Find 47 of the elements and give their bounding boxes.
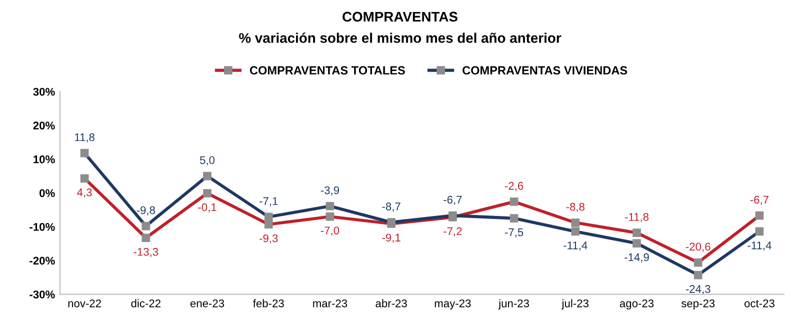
data-label: 5,0 [200,156,215,166]
data-label: -7,0 [320,226,340,236]
y-tick-label: -30% [30,290,55,298]
data-label: -20,6 [686,242,710,252]
data-label: -6,7 [750,196,768,205]
y-tick-label: 20% [33,122,55,130]
x-tick-label: oct-23 [744,299,774,308]
data-label: -24,3 [686,285,710,294]
data-label: -9,8 [136,206,155,216]
x-tick-label: jun-23 [498,299,529,310]
data-label: 11,8 [74,133,94,142]
data-label: -7,1 [260,197,278,206]
data-label: -13,3 [134,248,158,258]
x-tick-label: dic-22 [131,299,160,308]
data-label: -11,8 [624,213,649,222]
data-label: -6,7 [444,196,462,205]
data-label: -3,9 [320,186,340,196]
data-label: -2,6 [504,182,524,192]
x-tick-label: abr-23 [376,299,407,308]
x-tick-label: may-23 [434,299,471,310]
data-label: -8,7 [382,202,400,212]
data-label: -11,4 [748,242,772,251]
x-tick-label: nov-22 [68,299,101,308]
y-tick-label: 10% [34,155,55,164]
data-label: -11,4 [564,242,588,251]
data-label: -14,9 [624,253,649,262]
data-label: -0,1 [198,203,216,212]
y-tick-label: -10% [30,222,55,231]
chart-subtitle: % variación sobre el mismo mes del año anterior [239,32,562,43]
legend-label: COMPRAVENTAS VIVIENDAS [462,66,628,75]
x-tick-label: feb-23 [253,299,284,308]
x-tick-label: mar-23 [313,299,348,308]
y-tick-label: -20% [30,256,55,265]
data-label: -9,3 [260,234,278,244]
chart-title: COMPRAVENTAS [342,12,458,22]
x-tick-label: jul-23 [562,299,588,310]
x-tick-label: ene-23 [190,299,224,308]
x-tick-label: ago-23 [620,299,654,310]
data-label: -9,1 [382,234,400,243]
data-label: -8,8 [566,202,584,212]
y-tick-label: 30% [33,88,55,96]
x-tick-label: sep-23 [681,299,715,310]
data-label: 4,3 [77,188,92,198]
data-label: -7,2 [444,227,462,236]
data-label: -7,5 [504,228,524,238]
legend-label: COMPRAVENTAS TOTALES [250,66,405,75]
y-tick-label: 0% [40,189,55,198]
